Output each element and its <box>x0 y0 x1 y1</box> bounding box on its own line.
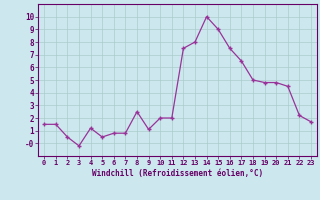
X-axis label: Windchill (Refroidissement éolien,°C): Windchill (Refroidissement éolien,°C) <box>92 169 263 178</box>
